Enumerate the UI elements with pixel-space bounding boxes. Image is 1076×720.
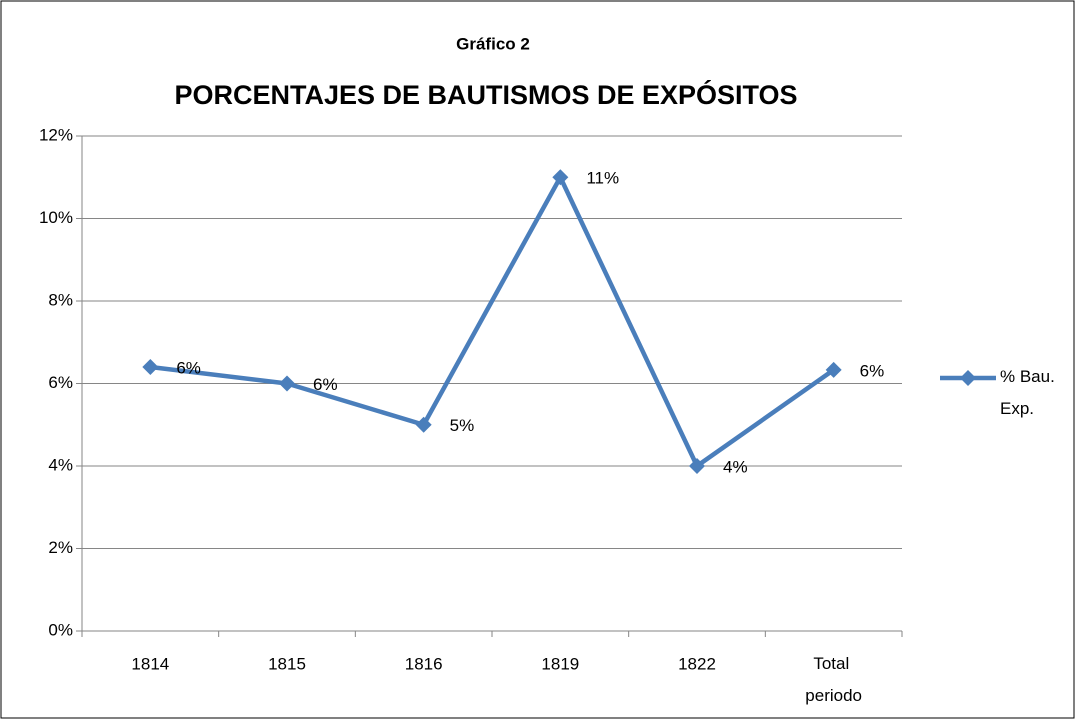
y-tick-label: 0% (48, 620, 73, 639)
data-point (279, 375, 295, 392)
data-label: 6% (860, 361, 885, 380)
x-tick-label: 1822 (678, 654, 716, 673)
data-label: 4% (723, 457, 748, 476)
x-tick-label: 1814 (131, 654, 169, 673)
data-point (415, 416, 432, 433)
x-tick-label: Total periodo (805, 654, 862, 705)
y-tick-label: 2% (48, 538, 73, 557)
legend-label: % Bau. Exp. (1000, 367, 1060, 418)
data-point (552, 169, 569, 186)
x-tick-label: 1819 (541, 654, 579, 673)
data-point (689, 458, 705, 474)
y-tick-label: 10% (39, 208, 73, 227)
chart-subtitle: Gráfico 2 (456, 34, 530, 53)
data-label: 6% (176, 358, 201, 377)
x-tick-label: 1815 (268, 654, 306, 673)
data-label: 5% (450, 416, 475, 435)
legend-marker (960, 370, 976, 386)
y-tick-label: 12% (39, 125, 73, 144)
data-label: 11% (586, 169, 619, 188)
chart-title: PORCENTAJES DE BAUTISMOS DE EXPÓSITOS (174, 79, 797, 110)
y-tick-label: 8% (48, 290, 73, 309)
series-line (150, 175, 835, 469)
data-label: 6% (313, 375, 338, 394)
y-tick-label: 4% (48, 455, 73, 474)
data-point (825, 361, 842, 378)
data-point (142, 359, 159, 375)
y-tick-label: 6% (48, 373, 73, 392)
x-tick-label: 1816 (405, 654, 443, 673)
